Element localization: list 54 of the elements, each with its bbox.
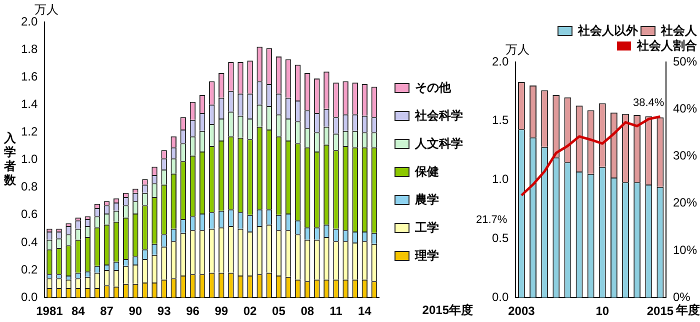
x-tick-label: 1981 — [36, 304, 64, 318]
x-tick-label: 96 — [186, 304, 200, 318]
legend-label: 社会人 — [660, 23, 698, 38]
legend-label: その他 — [415, 80, 452, 94]
legend-label: 理学 — [414, 248, 439, 262]
x-tick-label: 84 — [71, 304, 86, 318]
x-tick-label: 08 — [300, 304, 314, 318]
data-label: 38.4% — [633, 97, 664, 110]
x-axis-title: 年度 — [675, 302, 700, 317]
x-tick-label: 93 — [157, 304, 172, 318]
text: 万人 — [34, 2, 59, 16]
y-tick-label: 0.8 — [20, 180, 38, 194]
x-tick-label: 99 — [214, 304, 228, 318]
y-tick-label: 1.6 — [20, 69, 38, 84]
x-tick-label: 87 — [100, 304, 114, 318]
legend-label: 人文科学 — [414, 136, 463, 150]
y-tick-label: 1.8 — [20, 42, 38, 56]
y-tick-label: 0.2 — [20, 262, 38, 276]
y-tick-label: 2.0 — [492, 54, 509, 68]
x-axis-title: 2015年度 — [422, 302, 473, 317]
y-tick-label: 0.4 — [20, 234, 38, 249]
y-tick-label: 1.4 — [20, 96, 38, 111]
legend-label: 社会人以外 — [577, 23, 639, 38]
y-tick-label: 1.5 — [492, 113, 509, 128]
x-tick-label: 90 — [128, 304, 142, 318]
y-tick-label: 0.6 — [20, 207, 38, 222]
y-tick-label: 2.0 — [20, 14, 38, 28]
legend-label: 農学 — [414, 192, 439, 206]
x-tick-label: 14 — [358, 304, 372, 318]
y2-tick-label: 20% — [672, 196, 698, 210]
legend-label: 工学 — [414, 220, 439, 234]
y-axis-title: 入学者数 — [3, 131, 17, 188]
legend-label: 社会人割合 — [636, 38, 698, 52]
x-tick-label: 2015 — [646, 304, 674, 318]
legend-label: 社会科学 — [414, 108, 463, 122]
y2-tick-label: 30% — [672, 148, 698, 163]
y-tick-label: 1.0 — [492, 172, 509, 186]
y2-tick-label: 10% — [672, 242, 698, 257]
text: 万人 — [506, 42, 530, 56]
x-tick-label: 2003 — [508, 304, 536, 318]
y-tick-label: 1.0 — [20, 152, 38, 166]
y2-tick-label: 50% — [672, 54, 698, 68]
legend-label: 保健 — [414, 164, 439, 178]
x-tick-label: 05 — [272, 304, 286, 318]
y2-tick-label: 40% — [672, 101, 698, 116]
y-tick-label: 1.2 — [20, 124, 38, 139]
x-tick-label: 02 — [243, 304, 258, 318]
y-tick-label: 0.5 — [492, 231, 509, 246]
x-tick-label: 10 — [596, 304, 610, 318]
y2-tick-label: 0% — [672, 290, 691, 304]
x-tick-label: 11 — [330, 304, 343, 318]
y-tick-label: 0.0 — [492, 290, 509, 304]
data-label: 21.7% — [476, 214, 508, 226]
y-tick-label: 0.0 — [20, 290, 38, 304]
